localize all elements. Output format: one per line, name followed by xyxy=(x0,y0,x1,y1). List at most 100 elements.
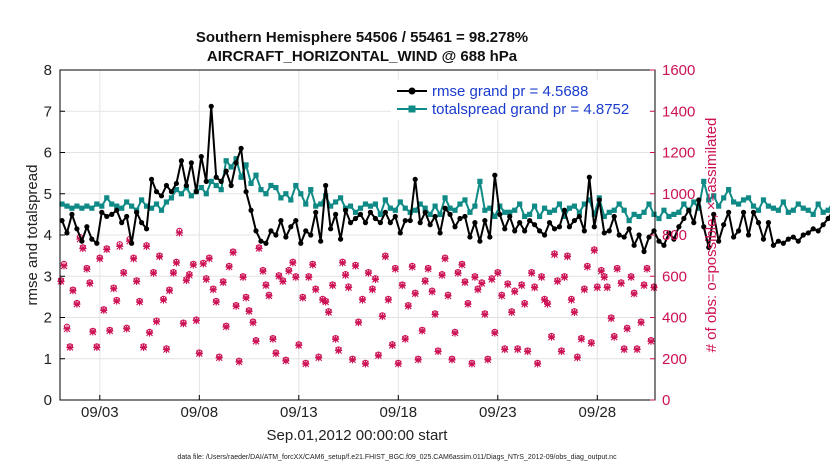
series-point-rmse-31 xyxy=(213,174,219,180)
series-point-rmse-19 xyxy=(153,189,160,195)
series-point-spread-36 xyxy=(238,174,244,180)
series-point-spread-116 xyxy=(636,213,642,220)
series-point-spread-111 xyxy=(611,207,617,213)
obs-assimilated-marker-102 xyxy=(394,360,402,368)
series-point-spread-97 xyxy=(541,205,548,211)
obs-assimilated-marker-97 xyxy=(378,312,386,321)
obs-assimilated-marker-115 xyxy=(438,271,446,279)
obs-assimilated-marker-174 xyxy=(633,345,641,354)
series-point-spread-115 xyxy=(631,211,637,217)
left-tick-label-1: 1 xyxy=(44,351,52,368)
series-point-spread-102 xyxy=(566,205,573,211)
series-point-spread-83 xyxy=(472,203,478,209)
obs-assimilated-marker-1 xyxy=(60,262,68,270)
series-point-rmse-62 xyxy=(367,209,374,215)
obs-assimilated-marker-173 xyxy=(630,290,638,298)
series-point-rmse-4 xyxy=(79,238,85,244)
series-point-spread-47 xyxy=(293,182,299,189)
series-point-spread-8 xyxy=(99,203,105,209)
series-point-rmse-87 xyxy=(492,172,498,178)
series-point-rmse-45 xyxy=(283,234,289,240)
right-tick-label-6: 1200 xyxy=(662,145,695,162)
series-point-spread-98 xyxy=(546,209,553,215)
series-point-spread-4 xyxy=(79,205,85,211)
legend-box xyxy=(391,80,649,120)
obs-assimilated-marker-113 xyxy=(431,310,439,319)
series-point-spread-78 xyxy=(447,205,453,211)
obs-assimilated-marker-52 xyxy=(229,248,237,257)
series-point-rmse-91 xyxy=(512,228,518,234)
obs-assimilated-marker-83 xyxy=(332,335,340,343)
obs-assimilated-marker-42 xyxy=(195,349,203,358)
obs-assimilated-marker-80 xyxy=(322,298,330,306)
series-point-spread-103 xyxy=(571,203,578,209)
series-point-spread-141 xyxy=(760,197,767,203)
series-point-rmse-79 xyxy=(452,224,458,230)
obs-assimilated-marker-60 xyxy=(255,244,263,253)
obs-assimilated-marker-158 xyxy=(580,286,588,294)
series-point-rmse-94 xyxy=(527,217,533,224)
series-point-rmse-78 xyxy=(447,211,453,217)
obs-assimilated-marker-32 xyxy=(162,345,171,354)
obs-assimilated-marker-63 xyxy=(265,292,273,300)
series-point-rmse-108 xyxy=(596,197,602,203)
series-point-rmse-92 xyxy=(517,220,523,226)
series-point-rmse-30 xyxy=(208,103,214,109)
series-point-rmse-11 xyxy=(114,207,120,213)
right-tick-label-1: 200 xyxy=(662,351,687,368)
obs-assimilated-marker-23 xyxy=(133,277,141,286)
series-point-spread-7 xyxy=(94,201,100,207)
series-point-rmse-17 xyxy=(143,226,150,232)
series-point-spread-11 xyxy=(114,203,120,209)
obs-assimilated-marker-35 xyxy=(172,259,181,267)
obs-assimilated-marker-9 xyxy=(86,279,94,288)
series-point-spread-120 xyxy=(656,215,662,222)
obs-assimilated-marker-69 xyxy=(285,267,293,275)
obs-assimilated-marker-137 xyxy=(511,288,519,296)
series-point-rmse-16 xyxy=(138,220,145,226)
series-point-spread-81 xyxy=(462,197,468,203)
series-point-spread-90 xyxy=(507,209,513,215)
series-point-rmse-0 xyxy=(59,217,65,224)
series-point-rmse-22 xyxy=(168,189,175,195)
obs-assimilated-marker-121 xyxy=(458,261,466,269)
series-point-rmse-6 xyxy=(89,236,95,242)
series-point-rmse-65 xyxy=(382,209,388,215)
series-point-spread-2 xyxy=(69,205,75,211)
series-point-spread-58 xyxy=(347,203,354,209)
series-point-rmse-38 xyxy=(248,207,254,213)
obs-assimilated-marker-40 xyxy=(189,261,197,269)
series-point-rmse-20 xyxy=(158,193,165,199)
obs-assimilated-marker-92 xyxy=(361,360,370,368)
series-point-rmse-60 xyxy=(357,211,364,217)
series-point-spread-10 xyxy=(109,201,115,207)
series-point-spread-13 xyxy=(124,199,130,205)
obs-assimilated-marker-94 xyxy=(368,286,377,294)
series-point-rmse-44 xyxy=(278,217,284,224)
obs-assimilated-marker-151 xyxy=(557,347,566,356)
obs-assimilated-marker-25 xyxy=(139,343,148,352)
series-point-spread-37 xyxy=(243,162,249,168)
obs-assimilated-marker-7 xyxy=(79,244,87,253)
series-point-spread-63 xyxy=(372,201,379,207)
obs-assimilated-marker-153 xyxy=(563,253,572,261)
obs-assimilated-marker-141 xyxy=(524,347,532,356)
series-point-rmse-114 xyxy=(626,226,632,232)
obs-assimilated-marker-65 xyxy=(272,349,280,358)
series-point-spread-109 xyxy=(601,213,607,220)
obs-assimilated-marker-107 xyxy=(411,290,419,298)
series-point-rmse-59 xyxy=(352,215,359,222)
obs-assimilated-marker-29 xyxy=(152,318,161,326)
series-point-spread-94 xyxy=(527,211,533,217)
series-point-rmse-96 xyxy=(536,228,543,234)
left-tick-label-7: 7 xyxy=(44,103,52,120)
obs-assimilated-marker-135 xyxy=(504,280,512,289)
obs-assimilated-marker-43 xyxy=(199,260,207,268)
series-point-rmse-112 xyxy=(616,232,622,238)
left-tick-label-3: 3 xyxy=(44,268,52,285)
series-point-rmse-136 xyxy=(735,228,742,234)
series-point-rmse-21 xyxy=(163,182,170,189)
obs-assimilated-marker-84 xyxy=(334,346,343,355)
series-point-rmse-148 xyxy=(795,238,801,244)
obs-assimilated-marker-109 xyxy=(418,327,426,335)
